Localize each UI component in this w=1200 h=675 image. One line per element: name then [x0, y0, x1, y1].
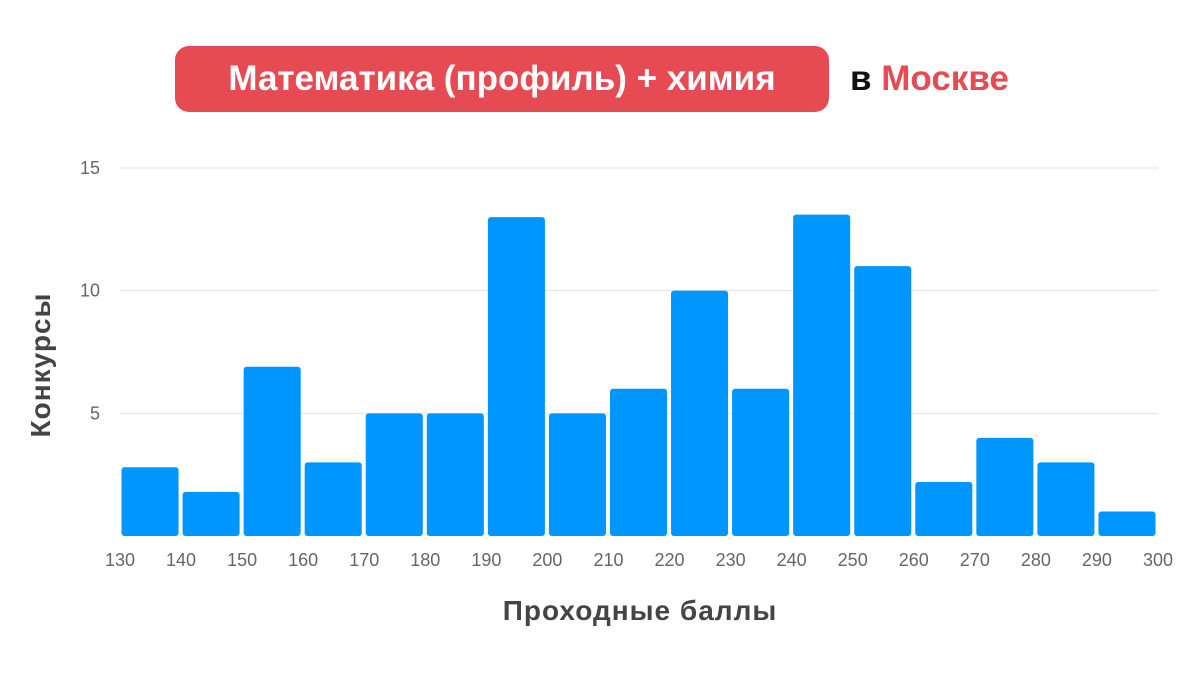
bar-160-170	[304, 462, 362, 536]
bar-140-150	[182, 491, 240, 536]
x-tick-label: 210	[593, 550, 623, 570]
y-tick-labels: 5 10 15	[80, 158, 100, 423]
x-tick-label: 250	[838, 550, 868, 570]
bar-200-210	[548, 413, 606, 536]
bar-250-260	[854, 266, 912, 536]
x-tick-label: 260	[899, 550, 929, 570]
bar-150-160	[243, 366, 301, 536]
bar-280-290	[1037, 462, 1095, 536]
title-city: Москве	[881, 59, 1009, 98]
title-pill: Математика (профиль) + химия	[175, 46, 829, 112]
y-tick-label: 15	[80, 158, 100, 178]
chart-title: Математика (профиль) + химия в Москве	[0, 46, 1200, 112]
bar-290-300	[1098, 511, 1156, 536]
x-tick-label: 230	[716, 550, 746, 570]
x-tick-label: 300	[1143, 550, 1173, 570]
bar-270-280	[976, 437, 1034, 536]
bar-230-240	[732, 388, 790, 536]
bar-260-270	[915, 482, 973, 536]
x-tick-label: 190	[471, 550, 501, 570]
x-tick-label: 180	[410, 550, 440, 570]
x-tick-label: 200	[532, 550, 562, 570]
x-tick-label: 240	[777, 550, 807, 570]
bar-190-200	[487, 217, 545, 537]
bar-210-220	[609, 388, 668, 536]
y-tick-label: 5	[90, 403, 100, 423]
bar-180-190	[426, 413, 484, 536]
title-location: в Москве	[850, 46, 1009, 112]
x-tick-label: 130	[105, 550, 135, 570]
x-tick-label: 170	[349, 550, 379, 570]
x-tick-labels: 130 140 150 160 170 180 190 200 210 220 230 240 250 2…	[105, 550, 1173, 570]
y-tick-label: 10	[80, 281, 100, 301]
bars	[121, 214, 1156, 537]
bar-220-230	[671, 290, 729, 536]
x-tick-label: 140	[166, 550, 196, 570]
bar-130-140	[121, 467, 179, 536]
x-tick-label: 290	[1082, 550, 1112, 570]
x-tick-label: 150	[227, 550, 257, 570]
title-preposition: в	[850, 59, 872, 98]
x-tick-label: 160	[288, 550, 318, 570]
x-tick-label: 220	[655, 550, 685, 570]
x-tick-label: 280	[1021, 550, 1051, 570]
bar-240-250	[793, 214, 851, 536]
x-axis-label: Проходные баллы	[503, 595, 778, 626]
x-tick-label: 270	[960, 550, 990, 570]
y-axis-label: Конкурсы	[25, 293, 56, 438]
bar-170-180	[365, 413, 423, 536]
